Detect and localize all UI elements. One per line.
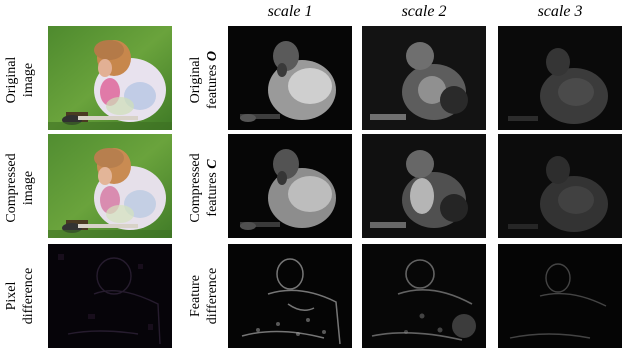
column-header-scale-1: scale 1 [267,3,313,20]
row-label-original-features: Original features O [188,51,220,109]
original-features-scale-3 [498,26,622,130]
compressed-image [48,134,172,238]
original-features-scale-1 [228,26,352,130]
row-label-feature-difference: Feature difference [188,267,220,325]
column-header-scale-3: scale 3 [537,3,583,20]
column-header-scale-2: scale 2 [401,3,447,20]
row-label-compressed-features: Compressed features C [188,153,220,223]
compressed-features-scale-2 [362,134,486,238]
feature-difference-scale-2 [362,244,486,348]
row-label-original-image: Original image [4,56,36,104]
original-image [48,26,172,130]
feature-difference-scale-1 [228,244,352,348]
compressed-features-scale-1 [228,134,352,238]
original-features-scale-2 [362,26,486,130]
row-label-pixel-difference: Pixel difference [4,267,36,325]
row-label-compressed-image: Compressed image [4,153,36,223]
feature-difference-scale-3 [498,244,622,348]
compressed-features-scale-3 [498,134,622,238]
pixel-difference-image [48,244,172,348]
